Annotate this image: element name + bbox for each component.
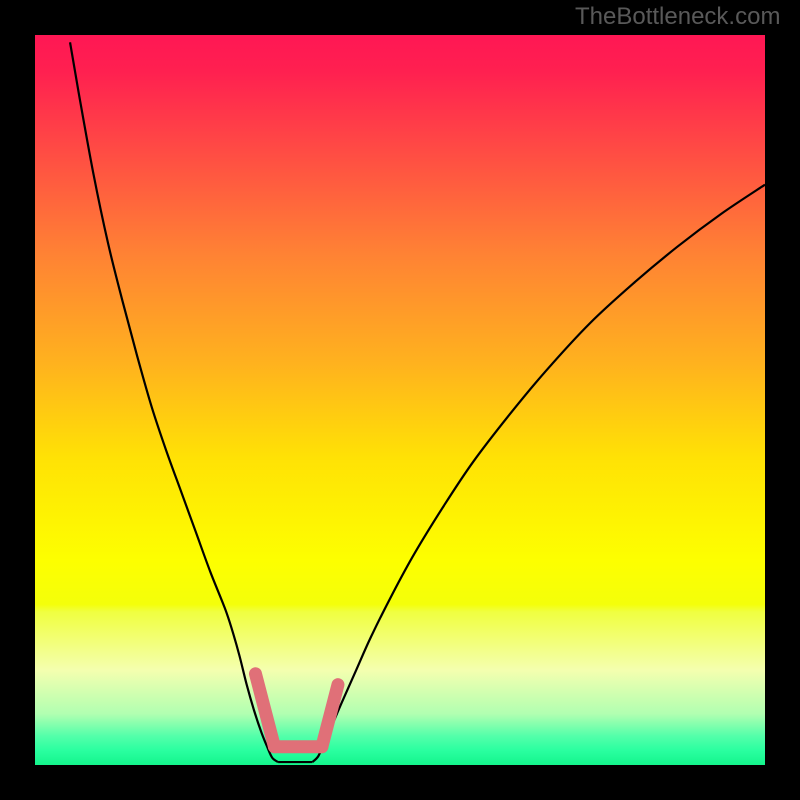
watermark-text: TheBottleneck.com	[575, 3, 780, 31]
plot-area	[35, 35, 765, 765]
bottleneck-curve-chart	[0, 0, 800, 800]
chart-container: TheBottleneck.com	[0, 0, 800, 800]
